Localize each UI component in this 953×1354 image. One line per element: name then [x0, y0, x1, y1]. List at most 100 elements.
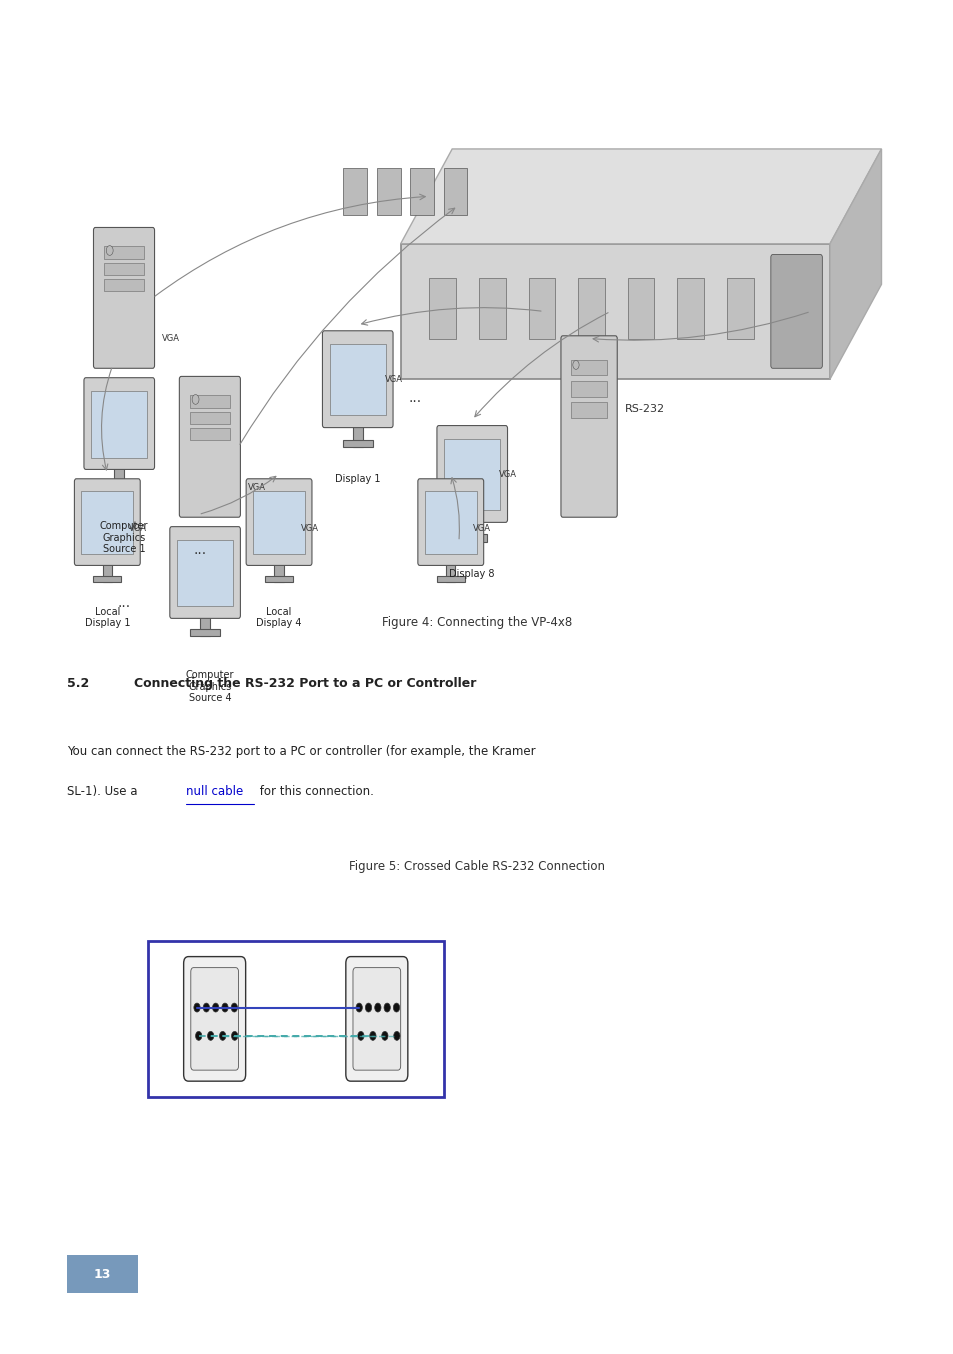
Bar: [67, 1255, 138, 1293]
Text: 13: 13: [93, 1267, 112, 1281]
Bar: [570, 402, 607, 417]
Circle shape: [370, 1032, 375, 1040]
Bar: [177, 540, 233, 607]
Text: VGA: VGA: [300, 524, 318, 532]
Circle shape: [192, 394, 199, 405]
Circle shape: [219, 1032, 226, 1040]
Bar: [436, 575, 464, 582]
FancyBboxPatch shape: [246, 479, 312, 566]
Circle shape: [213, 1003, 218, 1011]
Bar: [190, 630, 220, 636]
Bar: [776, 278, 802, 338]
Text: 5.2: 5.2: [67, 677, 89, 691]
Bar: [446, 563, 455, 582]
FancyBboxPatch shape: [74, 479, 140, 566]
Text: Figure 5: Crossed Cable RS-232 Connection: Figure 5: Crossed Cable RS-232 Connectio…: [349, 860, 604, 873]
Text: Connecting the RS-232 Port to a PC or Controller: Connecting the RS-232 Port to a PC or Co…: [133, 677, 476, 691]
Circle shape: [375, 1003, 380, 1011]
Bar: [93, 575, 121, 582]
Bar: [627, 278, 654, 338]
FancyBboxPatch shape: [84, 378, 154, 470]
Bar: [570, 360, 607, 375]
Bar: [353, 425, 362, 447]
FancyBboxPatch shape: [183, 956, 246, 1080]
Bar: [91, 391, 147, 458]
Bar: [342, 440, 373, 447]
FancyBboxPatch shape: [322, 330, 393, 428]
Bar: [253, 492, 305, 554]
Bar: [148, 941, 443, 1097]
Text: VGA: VGA: [384, 375, 402, 385]
Text: VGA: VGA: [472, 524, 490, 532]
Circle shape: [208, 1032, 213, 1040]
Text: Display 1: Display 1: [335, 474, 380, 483]
Bar: [343, 168, 367, 215]
Bar: [429, 278, 456, 338]
Text: VGA: VGA: [498, 470, 517, 479]
Bar: [104, 263, 144, 275]
FancyBboxPatch shape: [417, 479, 483, 566]
FancyBboxPatch shape: [170, 527, 240, 619]
Text: Local
Display 4: Local Display 4: [256, 607, 301, 628]
FancyBboxPatch shape: [436, 425, 507, 523]
Text: SL-1). Use a: SL-1). Use a: [67, 785, 137, 799]
Circle shape: [365, 1003, 372, 1011]
FancyBboxPatch shape: [400, 244, 829, 379]
Text: Computer
Graphics
Source 1: Computer Graphics Source 1: [100, 521, 148, 555]
Bar: [677, 278, 703, 338]
Text: Display 8: Display 8: [449, 569, 495, 578]
FancyBboxPatch shape: [179, 376, 240, 517]
Text: Computer
Graphics
Source 4: Computer Graphics Source 4: [186, 670, 233, 704]
Circle shape: [355, 1003, 362, 1011]
Text: ...: ...: [408, 391, 421, 405]
Text: You can connect the RS-232 port to a PC or controller (for example, the Kramer: You can connect the RS-232 port to a PC …: [67, 745, 535, 758]
Bar: [274, 563, 283, 582]
Bar: [104, 481, 134, 487]
Circle shape: [393, 1003, 399, 1011]
Bar: [456, 535, 487, 542]
Text: Local
Display 1: Local Display 1: [85, 607, 130, 628]
Text: RS-232: RS-232: [624, 403, 664, 414]
Polygon shape: [829, 149, 881, 379]
FancyBboxPatch shape: [191, 968, 238, 1070]
Circle shape: [193, 1003, 200, 1011]
Text: VGA: VGA: [162, 334, 180, 343]
Circle shape: [394, 1032, 399, 1040]
Bar: [528, 278, 555, 338]
Circle shape: [195, 1032, 202, 1040]
FancyBboxPatch shape: [93, 227, 154, 368]
Bar: [726, 278, 753, 338]
FancyBboxPatch shape: [560, 336, 617, 517]
Polygon shape: [400, 149, 881, 244]
Bar: [114, 467, 124, 487]
Circle shape: [222, 1003, 228, 1011]
Text: for this connection.: for this connection.: [255, 785, 374, 799]
Circle shape: [381, 1032, 388, 1040]
Bar: [190, 395, 230, 408]
FancyBboxPatch shape: [345, 956, 407, 1080]
Bar: [200, 616, 210, 636]
Bar: [265, 575, 293, 582]
Bar: [410, 168, 434, 215]
Text: VGA: VGA: [129, 524, 147, 532]
Bar: [444, 439, 499, 510]
Circle shape: [572, 360, 578, 370]
Bar: [376, 168, 400, 215]
Circle shape: [231, 1003, 237, 1011]
Circle shape: [232, 1032, 237, 1040]
Circle shape: [106, 245, 113, 256]
Text: null cable: null cable: [186, 785, 243, 799]
Circle shape: [357, 1032, 364, 1040]
Bar: [190, 412, 230, 424]
Bar: [104, 246, 144, 259]
Bar: [424, 492, 476, 554]
Bar: [103, 563, 112, 582]
Text: Figure 4: Connecting the VP-4x8: Figure 4: Connecting the VP-4x8: [381, 616, 572, 630]
Text: ...: ...: [193, 543, 207, 556]
FancyBboxPatch shape: [353, 968, 400, 1070]
Bar: [104, 279, 144, 291]
Bar: [578, 278, 604, 338]
Bar: [330, 344, 385, 416]
Text: ...: ...: [117, 596, 131, 609]
Bar: [467, 520, 476, 542]
